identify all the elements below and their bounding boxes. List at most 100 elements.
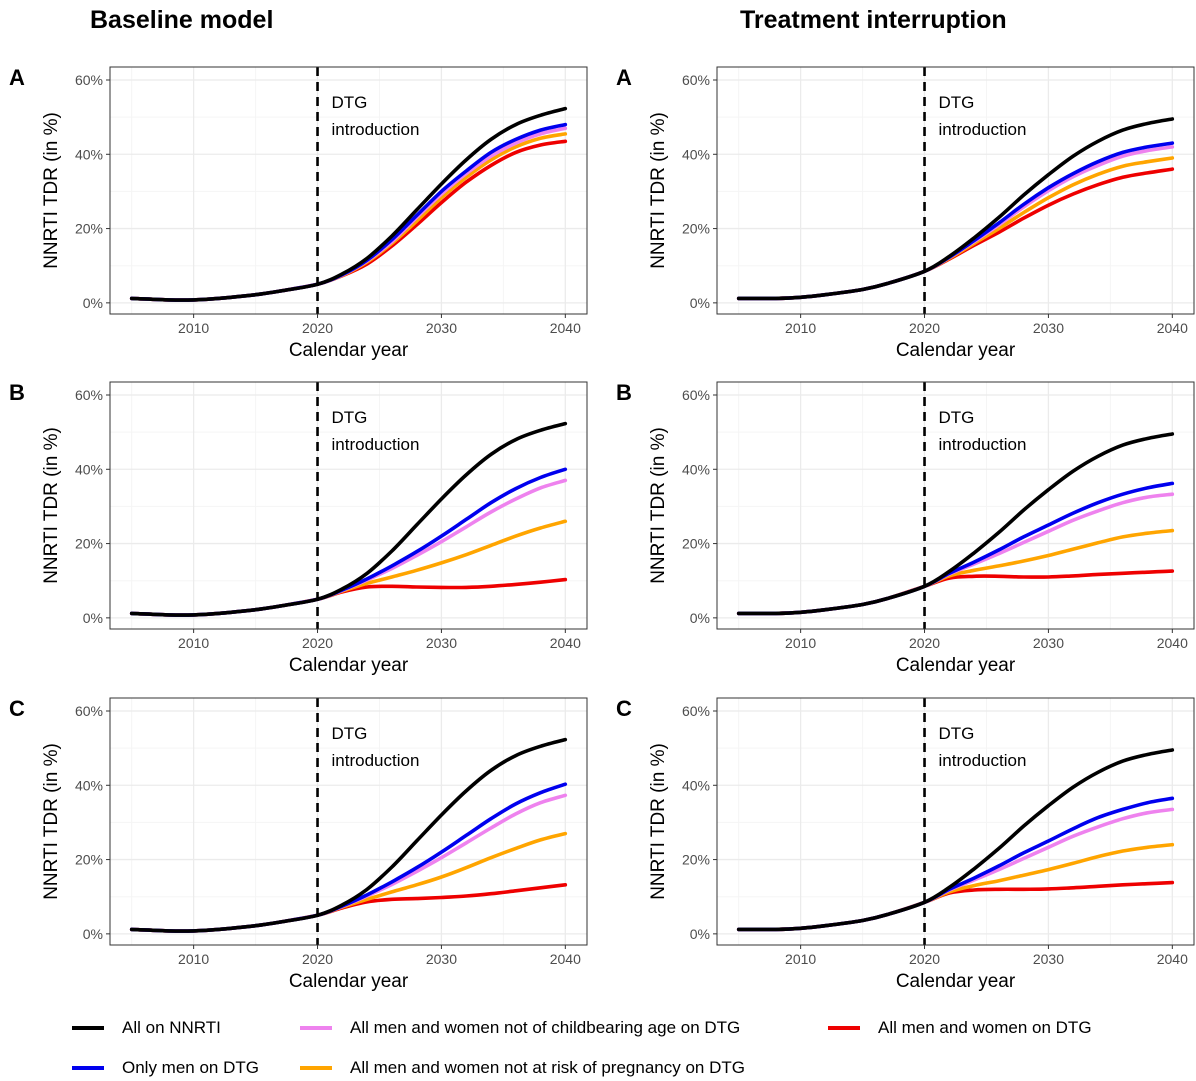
- panel-letter: B: [616, 380, 632, 405]
- legend-label: All on NNRTI: [122, 1018, 221, 1037]
- x-tick-label: 2010: [785, 635, 816, 651]
- y-axis-title: NNRTI TDR (in %): [648, 743, 669, 900]
- x-tick-label: 2040: [1157, 320, 1188, 336]
- series-line-only-men-on-dtg: [736, 141, 1175, 301]
- y-tick-label: 20%: [682, 221, 710, 237]
- series-line-all-men-and-women-on-dtg: [129, 883, 568, 933]
- y-tick-label: 20%: [682, 852, 710, 868]
- y-tick-label: 60%: [75, 387, 103, 403]
- annotation-introduction: introduction: [939, 120, 1027, 139]
- y-axis-title: NNRTI TDR (in %): [648, 427, 669, 584]
- y-tick-label: 0%: [83, 295, 103, 311]
- x-tick-label: 2040: [550, 951, 581, 967]
- y-axis-title: NNRTI TDR (in %): [648, 112, 669, 269]
- panel-letter: B: [9, 380, 25, 405]
- series-line-all-on-nnrti: [736, 748, 1175, 932]
- panel-border: [716, 697, 1195, 946]
- y-tick-label: 0%: [690, 926, 710, 942]
- chart-panel-a-treatment-interruption: DTG introduction 0% 20% 40% 60% 2010 2020 2030 20…: [616, 65, 1195, 361]
- x-tick-label: 2030: [1033, 635, 1064, 651]
- legend-label: All men and women not at risk of pregnan…: [350, 1058, 745, 1077]
- y-tick-label: 0%: [83, 610, 103, 626]
- y-tick-label: 60%: [682, 72, 710, 88]
- annotation-introduction: introduction: [939, 751, 1027, 770]
- y-tick-label: 0%: [690, 295, 710, 311]
- legend-label: All men and women on DTG: [878, 1018, 1092, 1037]
- chart-panel-c-baseline-model: DTG introduction 0% 20% 40% 60% 2010 2020 2030 20…: [9, 696, 588, 992]
- legend-swatch: [72, 1026, 104, 1030]
- x-tick-label: 2010: [785, 320, 816, 336]
- x-tick-label: 2030: [1033, 951, 1064, 967]
- x-tick-label: 2020: [302, 951, 333, 967]
- panel-border: [716, 66, 1195, 315]
- legend-item-not-childbearing-age: All men and women not of childbearing ag…: [300, 1018, 740, 1038]
- x-tick-label: 2010: [178, 951, 209, 967]
- series-line-all-men-and-women-not-of-childbearing-age-on-dtg: [736, 807, 1175, 932]
- x-tick-label: 2010: [178, 320, 209, 336]
- y-tick-label: 20%: [75, 221, 103, 237]
- series-line-all-men-and-women-not-of-childbearing-age-on-dtg: [736, 492, 1175, 616]
- series-line-all-on-nnrti: [736, 432, 1175, 616]
- x-tick-label: 2030: [1033, 320, 1064, 336]
- series-line-all-men-and-women-not-at-risk-of-pregnancy-on-dtg: [129, 831, 568, 933]
- chart-panel-b-treatment-interruption: DTG introduction 0% 20% 40% 60% 2010 2020 2030 20…: [616, 380, 1195, 676]
- annotation-introduction: introduction: [939, 435, 1027, 454]
- y-tick-label: 60%: [75, 703, 103, 719]
- legend-item-only-men-on-dtg: Only men on DTG: [72, 1058, 259, 1078]
- charts-grid: DTG introduction 0% 20% 40% 60% 2010 2020 2030 20…: [9, 65, 1195, 992]
- legend-swatch: [300, 1026, 332, 1030]
- x-axis-title: Calendar year: [896, 971, 1016, 992]
- legend-item-all-on-dtg: All men and women on DTG: [828, 1018, 1092, 1038]
- series-line-all-men-and-women-not-of-childbearing-age-on-dtg: [129, 793, 568, 933]
- y-axis-title: NNRTI TDR (in %): [41, 743, 62, 900]
- chart-panel-a-baseline-model: DTG introduction 0% 20% 40% 60% 2010 2020 2030 20…: [9, 65, 588, 361]
- y-tick-label: 0%: [83, 926, 103, 942]
- panel-letter: C: [616, 696, 632, 721]
- x-tick-label: 2030: [426, 320, 457, 336]
- x-tick-label: 2020: [909, 951, 940, 967]
- series-line-all-men-and-women-not-at-risk-of-pregnancy-on-dtg: [129, 519, 568, 617]
- y-axis-title: NNRTI TDR (in %): [41, 427, 62, 584]
- panel-letter: A: [616, 65, 632, 90]
- y-tick-label: 40%: [75, 146, 103, 162]
- x-tick-label: 2010: [785, 951, 816, 967]
- x-axis-title: Calendar year: [896, 655, 1016, 676]
- series-line-all-men-and-women-on-dtg: [736, 167, 1175, 301]
- series-line-only-men-on-dtg: [736, 796, 1175, 932]
- legend-item-not-at-risk-of-pregnancy: All men and women not at risk of pregnan…: [300, 1058, 745, 1078]
- x-axis-title: Calendar year: [289, 340, 409, 361]
- series-line-all-on-nnrti: [129, 421, 568, 617]
- y-axis-title: NNRTI TDR (in %): [41, 112, 62, 269]
- series-line-only-men-on-dtg: [736, 481, 1175, 616]
- annotation-dtg: DTG: [332, 724, 368, 743]
- legend-item-all-on-nnrti: All on NNRTI: [72, 1018, 221, 1038]
- annotation-introduction: introduction: [332, 435, 420, 454]
- panel-border: [109, 381, 588, 630]
- x-tick-label: 2030: [426, 635, 457, 651]
- y-tick-label: 40%: [682, 146, 710, 162]
- series-line-all-men-and-women-on-dtg: [129, 139, 568, 302]
- y-tick-label: 0%: [690, 610, 710, 626]
- chart-panel-c-treatment-interruption: DTG introduction 0% 20% 40% 60% 2010 2020 2030 20…: [616, 696, 1195, 992]
- y-tick-label: 20%: [75, 852, 103, 868]
- panel-border: [109, 66, 588, 315]
- annotation-dtg: DTG: [939, 408, 975, 427]
- y-tick-label: 20%: [682, 536, 710, 552]
- x-tick-label: 2020: [909, 635, 940, 651]
- x-axis-title: Calendar year: [289, 655, 409, 676]
- legend-label: All men and women not of childbearing ag…: [350, 1018, 741, 1037]
- legend-swatch: [72, 1066, 104, 1070]
- chart-panel-b-baseline-model: DTG introduction 0% 20% 40% 60% 2010 2020 2030 20…: [9, 380, 588, 676]
- column-title-treatment-interruption: Treatment interruption: [740, 6, 1007, 34]
- legend-label: Only men on DTG: [122, 1058, 259, 1077]
- panel-border: [716, 381, 1195, 630]
- x-axis-title: Calendar year: [896, 340, 1016, 361]
- annotation-introduction: introduction: [332, 751, 420, 770]
- x-tick-label: 2030: [426, 951, 457, 967]
- x-axis-title: Calendar year: [289, 971, 409, 992]
- column-title-baseline: Baseline model: [90, 6, 274, 34]
- annotation-dtg: DTG: [332, 93, 368, 112]
- x-tick-label: 2040: [1157, 951, 1188, 967]
- y-tick-label: 40%: [682, 777, 710, 793]
- series-line-all-on-nnrti: [129, 737, 568, 933]
